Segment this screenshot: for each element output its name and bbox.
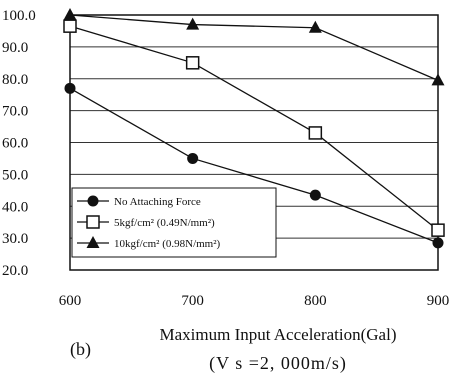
x-tick-label: 700 <box>181 293 204 309</box>
series-3 <box>63 8 445 86</box>
panel-label: (b) <box>70 339 91 360</box>
data-point <box>186 17 200 30</box>
y-tick-label: 50.0 <box>2 167 28 183</box>
y-tick-label: 40.0 <box>2 199 28 215</box>
series-2 <box>63 19 445 237</box>
legend-marker <box>87 195 99 207</box>
x-axis-ticks: 600 700 800 900 <box>59 293 450 309</box>
y-tick-label: 70.0 <box>2 104 28 120</box>
legend-label: 10kgf/cm² (0.98N/mm²) <box>114 238 221 250</box>
legend-label: No Attaching Force <box>114 196 201 208</box>
series-line <box>69 25 439 231</box>
legend-marker <box>86 215 100 229</box>
data-point <box>308 20 322 33</box>
legend-label: 5kgf/cm² (0.49N/mm²) <box>114 217 215 229</box>
data-point <box>63 19 77 33</box>
series-1 <box>64 82 444 249</box>
legend-item: 5kgf/cm² (0.49N/mm²) <box>77 215 215 229</box>
data-point <box>308 126 323 140</box>
data-point <box>64 82 76 94</box>
data-point <box>185 56 200 70</box>
data-point <box>187 152 199 164</box>
legend: No Attaching Force 5kgf/cm² (0.49N/mm²) 10… <box>71 187 277 258</box>
y-tick-label: 100.0 <box>2 8 36 24</box>
data-point <box>431 223 445 237</box>
plot-frame <box>69 14 439 271</box>
legend-item: 10kgf/cm² (0.98N/mm²) <box>77 236 221 250</box>
y-tick-label: 60.0 <box>2 136 28 152</box>
x-tick-label: 800 <box>304 293 327 309</box>
y-tick-label: 90.0 <box>2 40 28 56</box>
y-tick-label: 80.0 <box>2 72 28 88</box>
legend-item: No Attaching Force <box>77 195 201 208</box>
legend-marker <box>86 236 100 248</box>
data-point <box>431 73 445 86</box>
x-axis-label: Maximum Input Acceleration(Gal) <box>160 325 397 344</box>
y-axis-ticks: 20.0 30.0 40.0 50.0 60.0 70.0 80.0 90.0 100.0 <box>2 8 36 279</box>
y-tick-label: 20.0 <box>2 263 28 279</box>
series-group <box>63 8 445 249</box>
series-line <box>69 87 439 244</box>
data-point <box>63 8 77 20</box>
data-point <box>309 189 321 201</box>
series-line <box>69 14 439 81</box>
x-tick-label: 900 <box>427 293 450 309</box>
data-point <box>432 237 444 249</box>
y-tick-label: 30.0 <box>2 231 28 247</box>
x-tick-label: 600 <box>59 293 82 309</box>
chart-subtitle: (V s =2, 000m/s) <box>209 353 347 374</box>
